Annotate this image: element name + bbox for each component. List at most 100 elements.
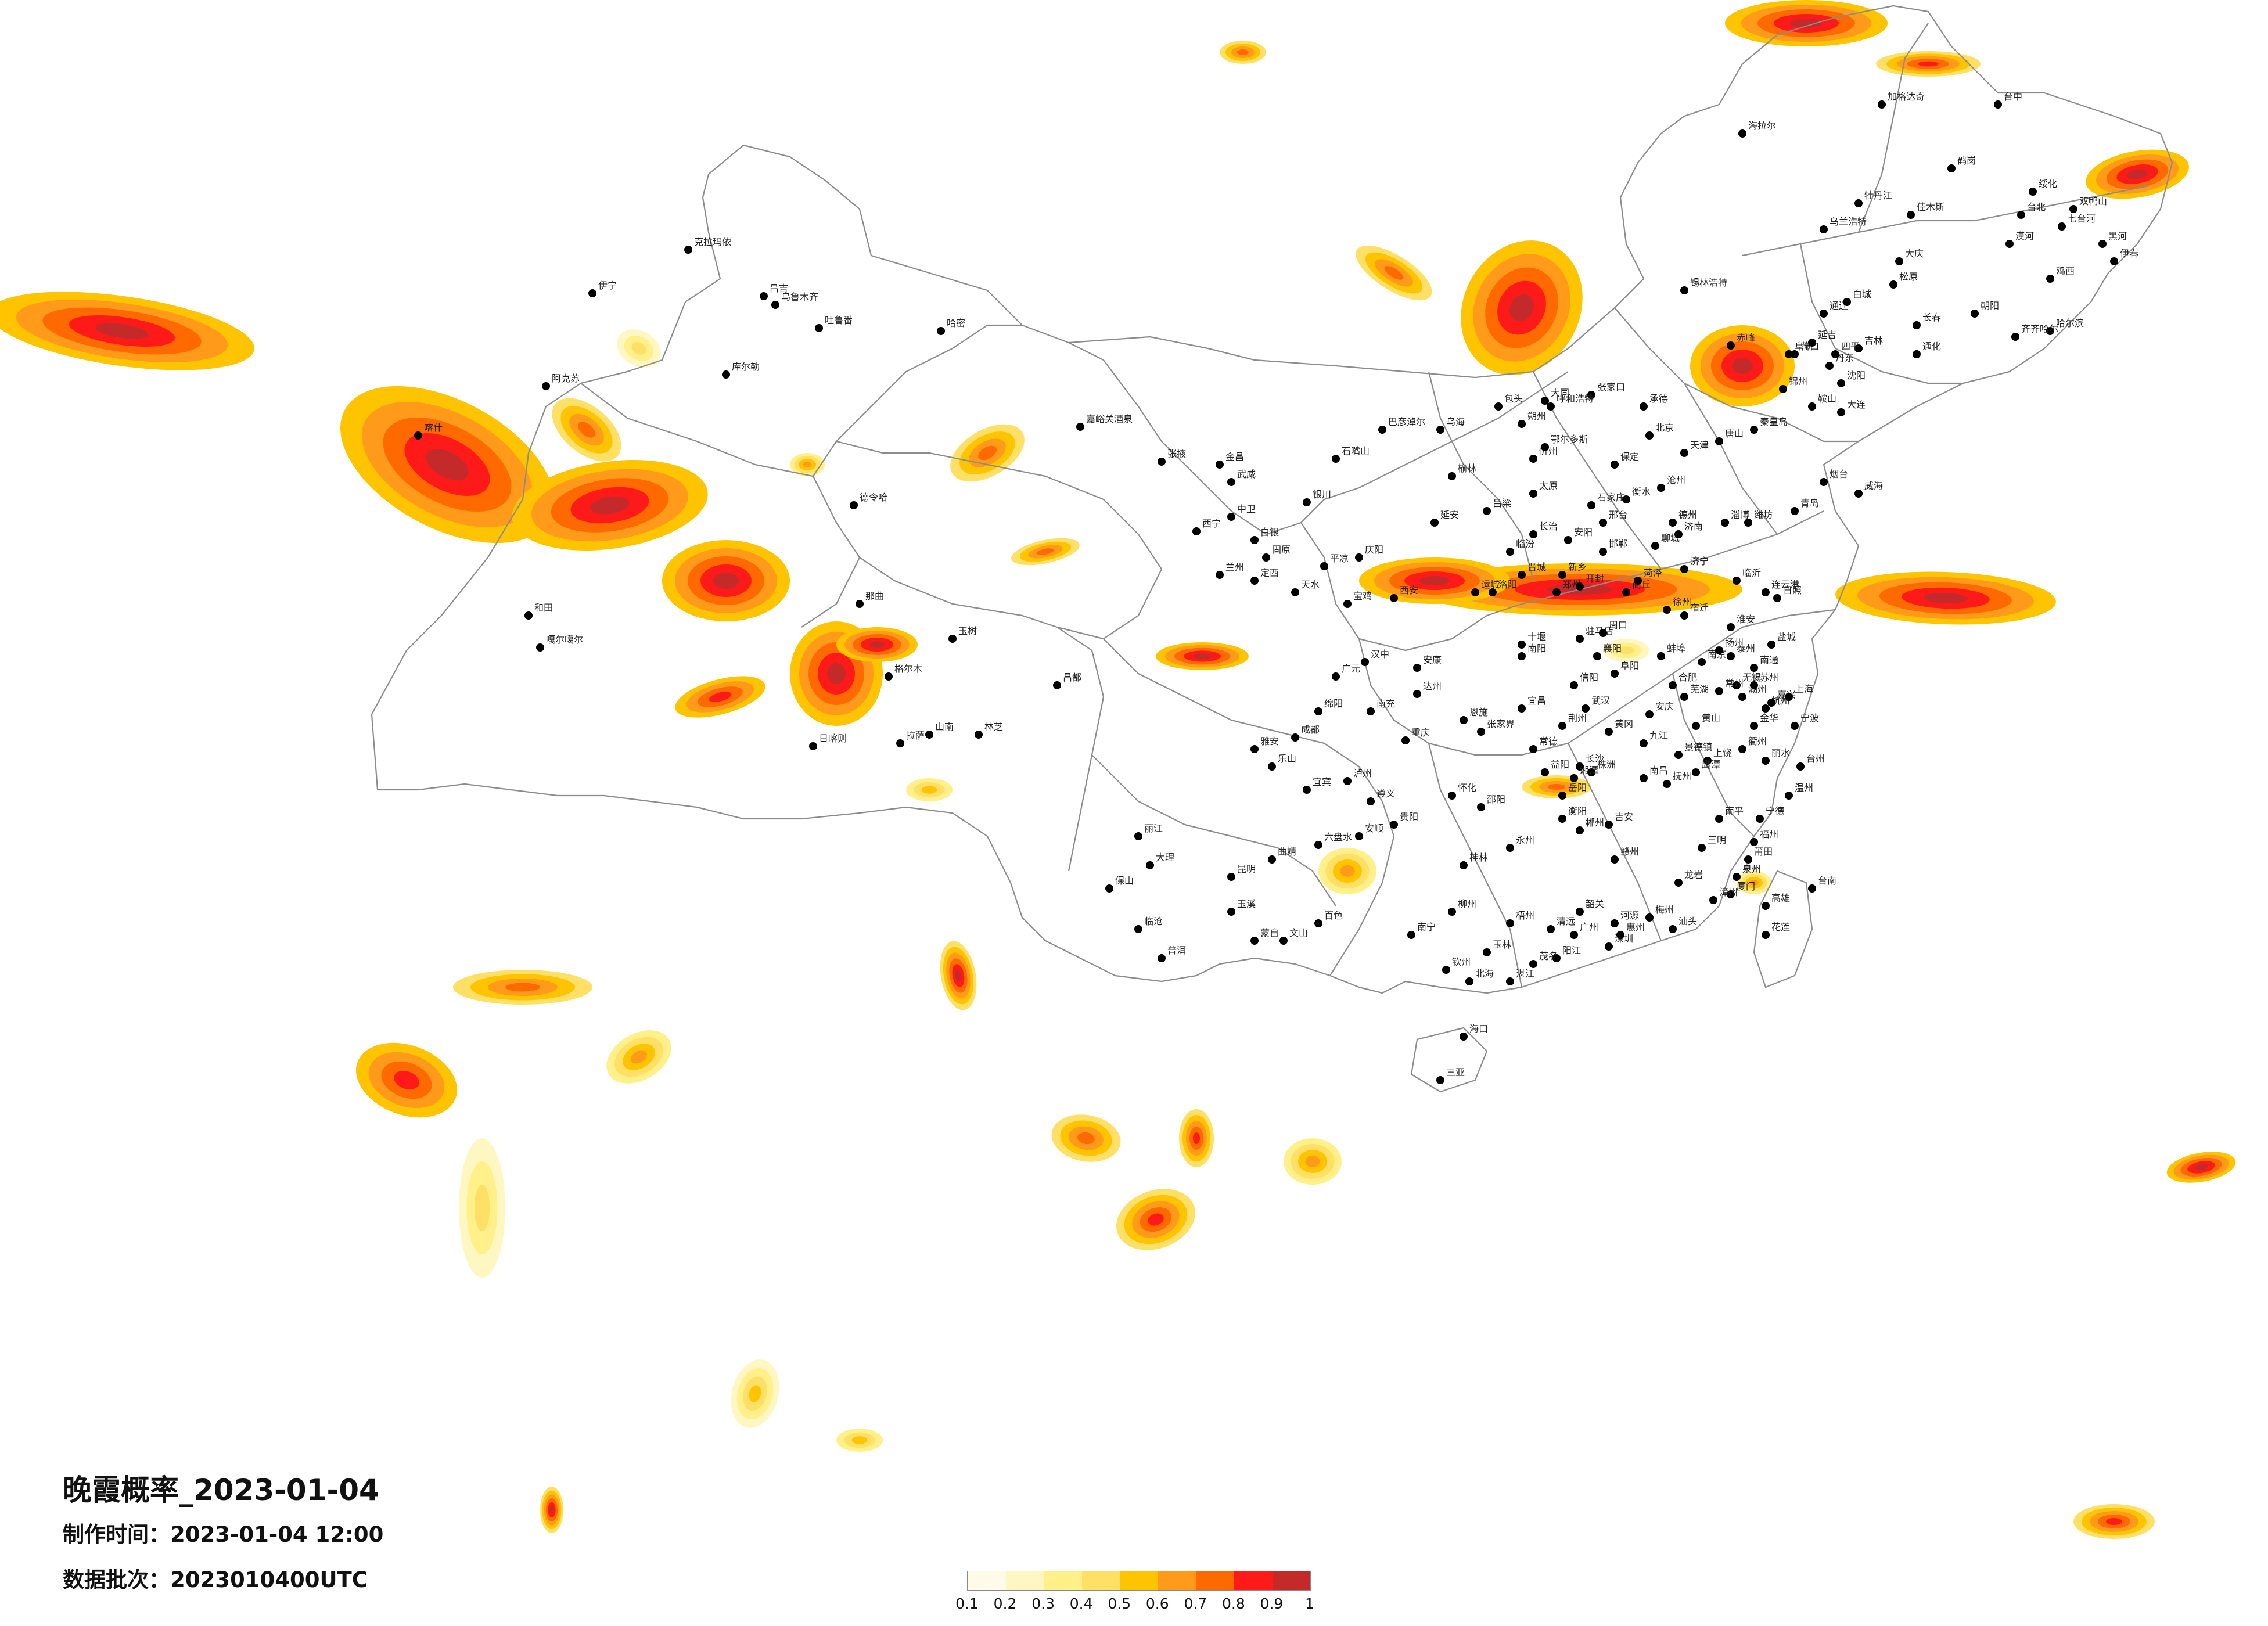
probability-contour	[578, 422, 595, 438]
city-label: 济宁	[1690, 556, 1709, 567]
city-marker: 林芝	[975, 721, 1003, 739]
probability-patch	[1116, 1189, 1195, 1250]
probability-patch	[2086, 149, 2189, 199]
city-dot	[414, 431, 422, 440]
city-dot	[1692, 768, 1700, 776]
city-marker: 泰州	[1727, 643, 1755, 660]
city-marker: 沈阳	[1837, 370, 1866, 387]
city-marker: 长春	[1913, 312, 1941, 329]
legend-color-bar	[967, 1571, 1311, 1591]
city-marker: 南阳	[1518, 643, 1546, 660]
legend-tick-label: 0.6	[1145, 1595, 1169, 1612]
city-dot	[1448, 472, 1456, 480]
city-label: 韶关	[1586, 898, 1604, 909]
city-label: 西安	[1400, 585, 1418, 596]
city-marker: 沧州	[1657, 474, 1685, 492]
city-label: 昌吉	[770, 283, 788, 294]
city-dot	[1651, 542, 1659, 550]
probability-contour	[1509, 294, 1534, 322]
probability-patch	[1220, 41, 1266, 64]
city-dot	[1698, 844, 1706, 852]
city-label: 株洲	[1597, 759, 1616, 770]
city-dot	[1413, 664, 1421, 672]
city-marker: 新乡	[1558, 562, 1587, 579]
city-marker: 永州	[1506, 834, 1534, 852]
city-marker: 金昌	[1216, 451, 1244, 469]
city-dot	[1053, 681, 1061, 689]
city-label: 延安	[1440, 509, 1459, 520]
city-label: 衡水	[1632, 486, 1651, 497]
city-marker: 丽水	[1762, 747, 1790, 765]
city-marker: 宜昌	[1518, 695, 1546, 713]
city-marker: 泸州	[1343, 768, 1372, 785]
city-marker: 景德镇	[1674, 742, 1712, 759]
city-dot	[1680, 449, 1688, 457]
probability-patch	[617, 329, 661, 368]
probability-contour	[1305, 1156, 1320, 1167]
city-dot	[2011, 333, 2019, 341]
city-label: 天水	[1301, 579, 1320, 590]
city-dot	[1779, 385, 1787, 393]
probability-contour	[1384, 266, 1404, 280]
city-marker: 台南	[1808, 875, 1836, 893]
city-dot	[1657, 484, 1665, 492]
city-dot	[1529, 530, 1537, 538]
city-label: 三亚	[1446, 1067, 1465, 1078]
probability-patch	[1051, 1114, 1121, 1162]
city-dot	[1611, 855, 1619, 864]
city-marker: 益阳	[1541, 759, 1569, 776]
city-dot	[1158, 954, 1166, 962]
city-dot	[2017, 211, 2025, 219]
city-dot	[1227, 513, 1235, 521]
probability-contour	[2127, 169, 2148, 179]
probability-patch	[552, 398, 621, 462]
city-marker: 雅安	[1250, 736, 1279, 753]
probability-contour	[505, 983, 540, 992]
city-marker: 惠州	[1616, 922, 1645, 939]
city-marker: 安顺	[1355, 823, 1383, 840]
probability-contour	[869, 641, 885, 648]
city-marker: 兰州	[1216, 562, 1244, 579]
city-marker: 昆明	[1227, 864, 1256, 881]
city-label: 龙岩	[1684, 869, 1703, 880]
city-marker: 安康	[1413, 654, 1442, 672]
city-dot	[1785, 792, 1793, 800]
city-marker: 南昌	[1640, 765, 1668, 782]
city-label: 长春	[1922, 312, 1941, 323]
city-label: 佳木斯	[1917, 202, 1944, 213]
city-label: 温州	[1795, 782, 1813, 793]
city-marker: 南平	[1715, 805, 1744, 823]
city-dot	[1576, 826, 1584, 834]
city-marker: 宿迁	[1680, 602, 1709, 620]
city-dot	[1570, 774, 1578, 782]
city-marker: 菏泽	[1634, 567, 1662, 585]
city-dot	[2046, 327, 2054, 335]
city-dot	[815, 324, 823, 332]
city-label: 南充	[1376, 698, 1395, 709]
city-dot	[1343, 777, 1352, 785]
probability-patch	[340, 386, 554, 544]
city-marker: 济宁	[1680, 556, 1709, 573]
city-dot	[2098, 240, 2107, 248]
city-dot	[1762, 704, 1770, 713]
city-marker: 青岛	[1791, 498, 1819, 515]
city-dot	[1680, 286, 1688, 294]
city-dot	[1576, 762, 1584, 771]
city-label: 泰州	[1737, 643, 1755, 654]
city-marker: 哈密	[937, 318, 965, 335]
city-marker: 莆田	[1744, 846, 1773, 864]
probability-contour	[394, 1070, 419, 1090]
city-marker: 四平	[1831, 341, 1860, 358]
legend-swatch	[1005, 1571, 1044, 1590]
city-marker: 南充	[1367, 698, 1395, 715]
city-dot	[896, 739, 904, 747]
city-marker: 吕梁	[1483, 498, 1511, 515]
city-label: 汕头	[1678, 916, 1697, 927]
city-dot	[1436, 426, 1444, 434]
probability-patch	[2073, 1504, 2155, 1539]
city-marker: 吉安	[1605, 811, 1633, 829]
legend-tick-label: 0.2	[993, 1595, 1017, 1612]
city-label: 盐城	[1777, 631, 1796, 642]
city-marker: 聊城	[1651, 533, 1680, 550]
city-dot	[1762, 757, 1770, 765]
